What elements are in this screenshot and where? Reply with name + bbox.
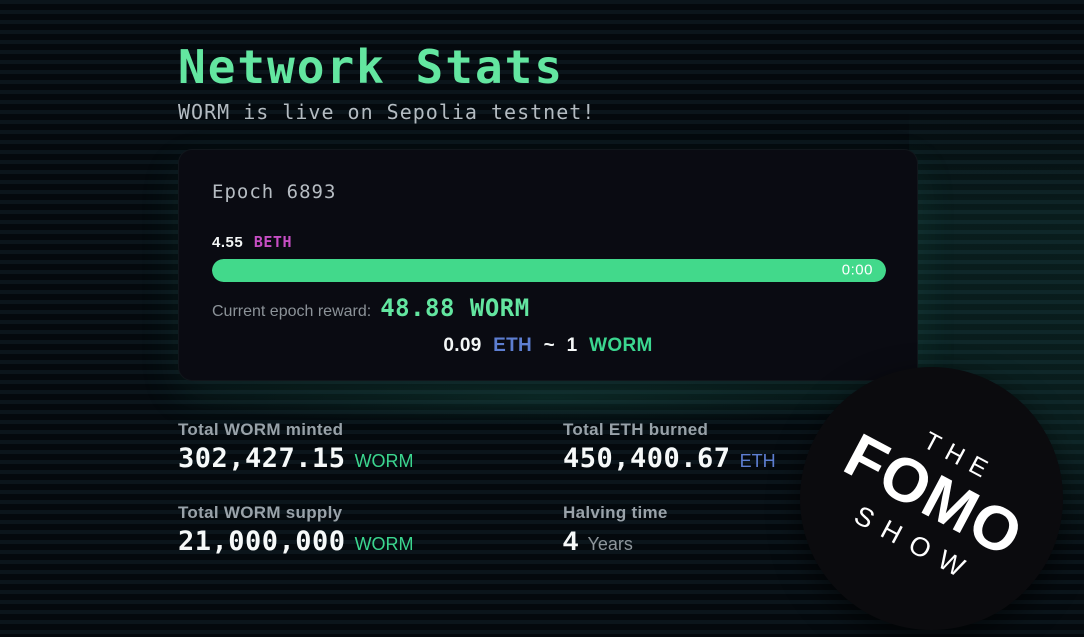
stat-label: Total WORM minted — [178, 419, 344, 439]
stat-label: Total WORM supply — [178, 502, 343, 522]
epoch-timer: 0:00 — [841, 261, 873, 279]
ratio-eth-unit: ETH — [493, 334, 533, 356]
page-subtitle: WORM is live on Sepolia testnet! — [178, 99, 596, 124]
epoch-progress-fill — [212, 258, 886, 282]
stat-unit: Years — [587, 533, 633, 554]
stat-total-eth-burned: Total ETH burned 450,400.67 ETH — [563, 420, 920, 474]
eth-worm-ratio: 0.09 ETH ~ 1 WORM — [212, 335, 884, 357]
stat-unit: WORM — [354, 533, 414, 554]
stat-halving-time: Halving time 4 Years — [563, 503, 920, 557]
beth-line: 4.55 BETH — [212, 233, 884, 251]
stat-value: 4 — [563, 525, 579, 556]
stat-value: 302,427.15 — [178, 442, 346, 474]
stat-total-worm-minted: Total WORM minted 302,427.15 WORM — [178, 420, 563, 474]
fomo-show-badge: THE FOMO SHOW — [800, 367, 1063, 630]
epoch-card: Epoch 6893 4.55 BETH 0:00 Current epoch … — [178, 148, 918, 381]
stat-unit: ETH — [739, 450, 776, 471]
beth-unit: BETH — [253, 232, 292, 251]
ratio-worm-unit: WORM — [589, 334, 653, 356]
stat-value: 21,000,000 — [178, 525, 346, 557]
ratio-worm-value: 1 — [566, 334, 578, 356]
page-title: Network Stats — [178, 40, 565, 94]
ratio-tilde: ~ — [543, 334, 556, 356]
reward-line: Current epoch reward: 48.88 WORM — [212, 294, 884, 322]
stat-total-worm-supply: Total WORM supply 21,000,000 WORM — [178, 503, 563, 557]
stat-value: 450,400.67 — [563, 442, 731, 474]
reward-label: Current epoch reward: — [212, 302, 372, 320]
stat-label: Total ETH burned — [563, 419, 709, 439]
epoch-progress-bar: 0:00 — [212, 258, 886, 282]
network-stats-section: Network Stats WORM is live on Sepolia te… — [178, 42, 920, 557]
beth-value: 4.55 — [212, 233, 244, 251]
ratio-eth-value: 0.09 — [443, 334, 482, 356]
reward-value: 48.88 WORM — [380, 293, 530, 322]
epoch-label: Epoch 6893 — [212, 180, 337, 203]
fomo-badge-text: THE FOMO SHOW — [818, 397, 1046, 599]
stats-grid: Total WORM minted 302,427.15 WORM Total … — [178, 420, 920, 557]
stat-unit: WORM — [354, 450, 414, 471]
stat-label: Halving time — [563, 502, 668, 522]
